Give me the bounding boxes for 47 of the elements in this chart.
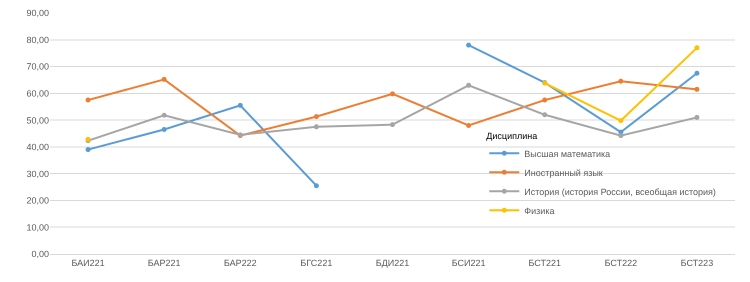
point [238, 102, 243, 108]
y-tick-label: 70,00 [26, 62, 49, 72]
y-tick-label: 0,00 [31, 249, 49, 260]
point [466, 122, 472, 128]
point [542, 98, 548, 103]
legend-label: Высшая математика [524, 148, 610, 159]
y-tick-label: 60,00 [26, 88, 49, 98]
x-tick-label: БАР222 [224, 258, 257, 268]
y-tick-label: 20,00 [26, 196, 49, 206]
point [694, 86, 700, 92]
point [390, 91, 395, 96]
point [466, 42, 472, 48]
x-tick-label: БАИ221 [71, 258, 105, 268]
y-tick-label: 30,00 [26, 168, 49, 179]
point [314, 183, 319, 188]
x-tick-label: БДИ221 [376, 258, 410, 268]
point [390, 122, 395, 128]
y-tick-label: 50,00 [26, 115, 49, 126]
x-tick-label: БГС221 [300, 258, 332, 268]
legend-label: История (история России, всеобщая история) [524, 186, 716, 197]
legend-title: Дисциплина [486, 130, 538, 141]
point [694, 70, 700, 76]
y-tick-label: 10,00 [26, 222, 49, 232]
point [542, 112, 548, 118]
x-tick-label: БАР221 [148, 258, 181, 268]
x-tick-label: БСТ223 [680, 258, 714, 268]
x-tick-label: БСИ221 [452, 258, 486, 268]
legend-label: Иностранный язык [524, 168, 603, 178]
point [162, 112, 167, 118]
y-tick-label: 80,00 [26, 34, 49, 45]
x-tick-label: БСТ222 [604, 258, 638, 268]
point [314, 114, 319, 120]
y-tick-label: 90,00 [26, 8, 49, 18]
point [86, 147, 91, 152]
point [162, 76, 167, 82]
point [694, 45, 700, 50]
point [86, 98, 91, 103]
point [618, 133, 624, 138]
y-tick-label: 40,00 [26, 142, 49, 152]
point [314, 124, 319, 130]
legend-label: Физика [524, 206, 554, 216]
point [694, 114, 700, 120]
point [618, 78, 624, 84]
point [618, 118, 624, 124]
point [466, 82, 472, 88]
x-tick-label: БСТ221 [528, 258, 561, 268]
point [162, 126, 167, 132]
